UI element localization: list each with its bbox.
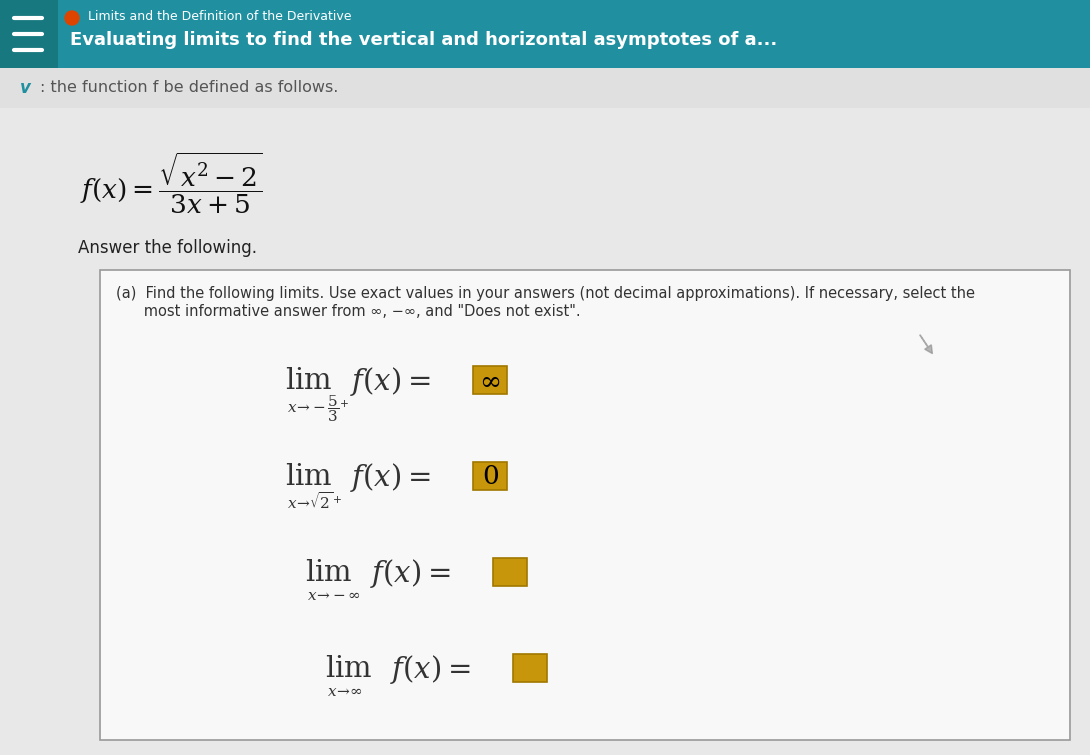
Text: $\infty$: $\infty$ <box>480 368 500 394</box>
Text: $x\!\to\!\sqrt{2}^{\!+}$: $x\!\to\!\sqrt{2}^{\!+}$ <box>287 491 342 511</box>
Text: $f(x) =$: $f(x) =$ <box>390 652 471 686</box>
Text: $f(x) =$: $f(x) =$ <box>370 556 450 590</box>
Text: $x\!\to\!-\infty$: $x\!\to\!-\infty$ <box>307 587 361 602</box>
Text: $x\!\to\!\infty$: $x\!\to\!\infty$ <box>327 683 362 698</box>
Text: $x\!\to\!-\dfrac{5}{3}^{\!+}$: $x\!\to\!-\dfrac{5}{3}^{\!+}$ <box>287 393 350 424</box>
Text: $f(x) =$: $f(x) =$ <box>350 365 431 397</box>
Bar <box>0 68 1090 108</box>
Text: $0$: $0$ <box>482 464 498 490</box>
Text: $f(x) =$: $f(x) =$ <box>350 461 431 494</box>
Text: most informative answer from ∞, −∞, and "Does not exist".: most informative answer from ∞, −∞, and … <box>116 304 581 319</box>
Bar <box>100 270 1070 740</box>
Text: $\lim$: $\lim$ <box>284 463 332 491</box>
Text: Limits and the Definition of the Derivative: Limits and the Definition of the Derivat… <box>88 10 351 23</box>
Text: (a)  Find the following limits. Use exact values in your answers (not decimal ap: (a) Find the following limits. Use exact… <box>116 286 974 301</box>
Text: $\lim$: $\lim$ <box>284 367 332 395</box>
Bar <box>473 462 507 490</box>
Bar <box>513 654 547 682</box>
Bar <box>493 558 526 586</box>
Bar <box>0 0 58 68</box>
Bar <box>58 0 1090 68</box>
Text: $\lim$: $\lim$ <box>325 655 373 683</box>
Text: v: v <box>20 79 31 97</box>
Text: Evaluating limits to find the vertical and horizontal asymptotes of a...: Evaluating limits to find the vertical a… <box>70 31 777 49</box>
Text: Answer the following.: Answer the following. <box>78 239 257 257</box>
FancyArrow shape <box>920 335 932 353</box>
Text: $\lim$: $\lim$ <box>305 559 352 587</box>
Bar <box>473 366 507 394</box>
Circle shape <box>65 11 78 25</box>
Bar <box>0 108 1090 755</box>
Text: $f(x)=\dfrac{\sqrt{x^{2}-2}}{3x+5}$: $f(x)=\dfrac{\sqrt{x^{2}-2}}{3x+5}$ <box>80 150 263 216</box>
Text: : the function f be defined as follows.: : the function f be defined as follows. <box>40 81 338 95</box>
